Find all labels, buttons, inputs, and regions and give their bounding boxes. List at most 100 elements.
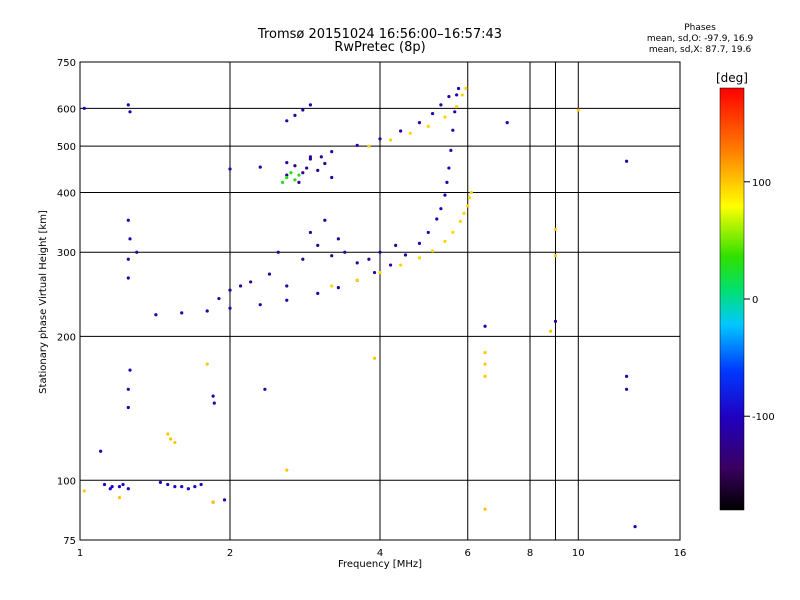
x-tick-label: 8 [527,548,533,559]
colorbar-tick-label: 100 [752,178,771,189]
echo-point [258,303,262,307]
echo-point [285,160,289,165]
echo-point [308,103,313,107]
y-axis-label: Stationary phase Virtual Height [km] [38,210,49,394]
echo-point [166,432,170,436]
echo-point [285,119,289,123]
echo-point [228,167,232,171]
echo-point [455,105,459,109]
echo-point [336,285,340,290]
echo-point [483,507,487,511]
x-tick-label: 16 [674,548,687,559]
echo-point [211,500,215,504]
echo-point [447,94,451,99]
echo-point [466,204,470,208]
echo-point [576,108,580,112]
echo-point [453,110,457,114]
x-tick-label: 6 [465,548,471,559]
echo-point [460,93,464,97]
echo-point [372,356,377,360]
echo-point [426,124,430,128]
echo-points [82,86,637,529]
plot-grid [80,62,680,540]
echo-point [330,254,334,258]
echo-point [285,284,289,288]
echo-point [180,311,184,315]
y-tick-label: 200 [57,332,76,343]
echo-point [205,362,209,366]
echo-point [323,161,327,166]
echo-point [199,482,203,487]
echo-point [173,485,177,489]
stats-o-mode: mean, sd,O: -97.9, 16.9 [646,34,754,44]
echo-point [289,171,293,175]
echo-point [417,121,422,125]
colorbar-tick-label: -100 [752,412,775,423]
echo-point [217,296,221,301]
echo-point [316,243,320,248]
x-axis-ticks: 1 2 4 6 8 10 16 [77,548,687,559]
echo-point [193,485,197,489]
echo-point [212,401,216,405]
echo-point [280,180,285,184]
echo-point [276,250,280,254]
echo-point [135,250,139,254]
echo-point [451,128,455,132]
echo-point [553,319,558,323]
echo-point [173,440,177,445]
echo-point [464,86,468,91]
y-tick-label: 600 [57,104,76,115]
echo-point [99,449,103,453]
echo-point [126,103,130,107]
y-tick-label: 75 [63,536,76,547]
echo-point [126,276,130,280]
echo-point [330,175,334,180]
echo-point [426,230,430,235]
echo-point [126,257,130,261]
x-tick-label: 1 [77,548,83,559]
echo-point [443,115,447,119]
stats-x-mode: mean, sd,X: 87.7, 19.6 [648,45,752,55]
echo-point [308,157,313,161]
echo-point [330,284,334,288]
echo-point [553,254,558,258]
echo-point [455,93,459,97]
echo-point [443,239,447,244]
echo-point [483,374,487,378]
echo-point [285,468,289,472]
echo-point [624,387,629,391]
echo-point [624,159,629,163]
echo-point [301,108,305,112]
echo-point [417,241,422,246]
echo-point [308,155,313,159]
echo-point [102,482,107,487]
phase-colorbar [719,87,745,511]
echo-point [108,487,112,491]
echo-point [228,288,232,292]
y-tick-label: 400 [57,188,76,199]
echo-point [553,227,558,231]
echo-point [445,180,449,184]
echo-point [263,387,267,391]
echo-point [323,218,327,222]
echo-point [154,313,158,317]
echo-point [316,168,320,172]
echo-point [633,525,637,529]
echo-point [378,270,382,275]
echo-point [267,272,272,276]
echo-point [408,131,412,135]
echo-point [549,329,553,333]
echo-point [388,138,393,142]
echo-point [205,309,209,313]
y-axis-ticks: 75 100 200 300 400 500 600 750 [57,58,76,547]
echo-point [305,166,309,170]
echo-point [249,280,253,284]
x-tick-label: 4 [377,548,383,559]
echo-point [128,110,132,114]
echo-point [449,148,453,152]
echo-point [128,368,132,372]
echo-point [456,86,461,91]
echo-point [330,150,334,154]
echo-point [126,387,130,391]
